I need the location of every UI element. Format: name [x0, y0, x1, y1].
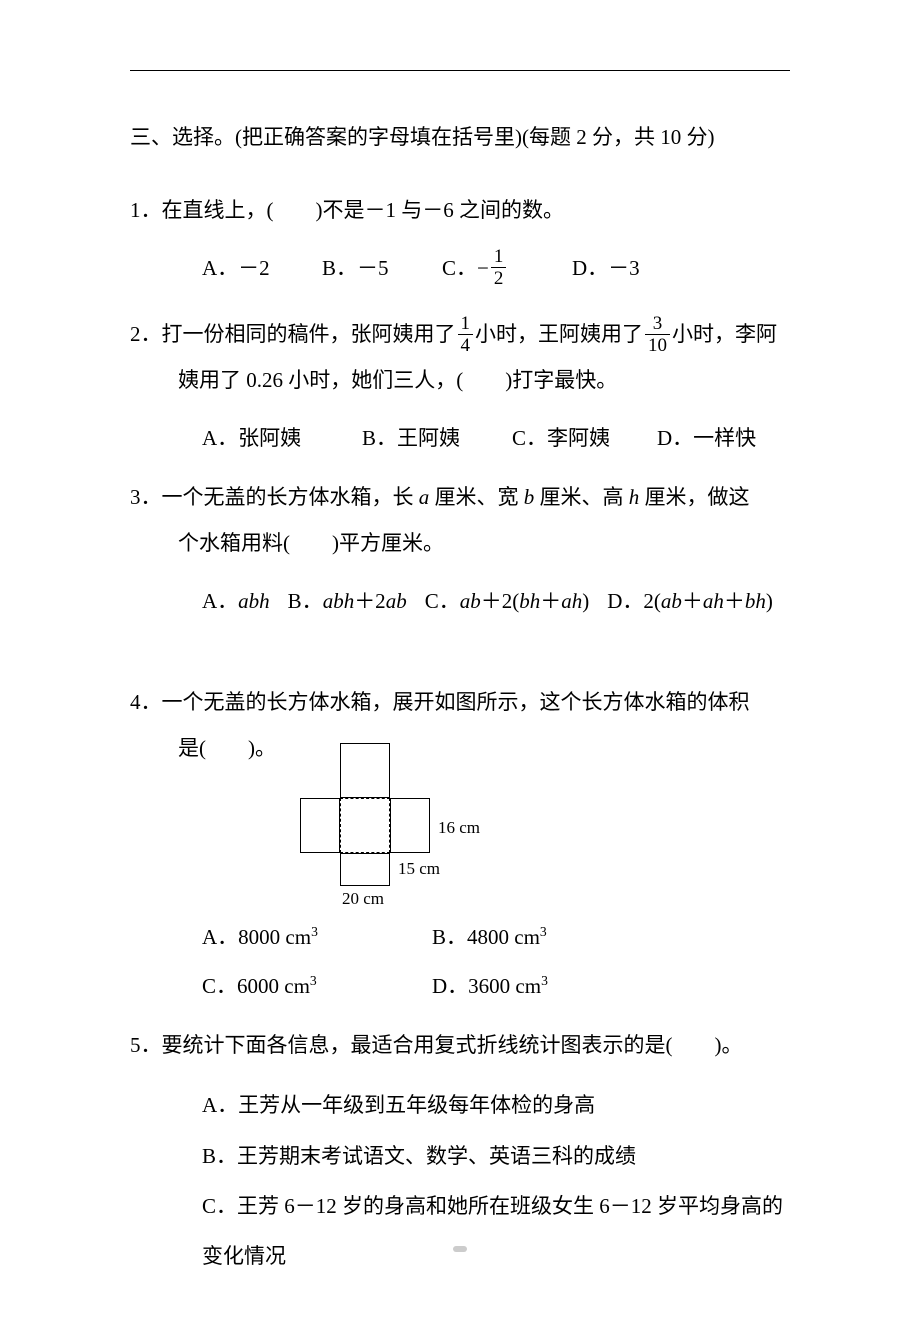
- q2-f1: 14: [458, 314, 474, 355]
- q3-c-e1: ab: [460, 589, 481, 613]
- question-3: 3．一个无盖的长方体水箱，长 a 厘米、宽 b 厘米、高 h 厘米，做这 个水箱…: [130, 474, 790, 566]
- q4-b-s: 3: [540, 924, 547, 939]
- q3-cont: 个水箱用料( )平方厘米。: [130, 520, 790, 566]
- q3-c-p: ＋2(: [481, 589, 520, 613]
- q4-a-s: 3: [311, 924, 318, 939]
- q3-sa: 3．一个无盖的长方体水箱，长: [130, 485, 419, 509]
- q3-a: a: [419, 485, 430, 509]
- q4-b-t: B．4800 cm: [432, 925, 540, 949]
- q3-b: b: [524, 485, 535, 509]
- q3-opt-d: D．2(ab＋ah＋bh): [607, 578, 773, 624]
- q4-opt-d: D．3600 cm3: [432, 962, 662, 1010]
- q1-opt-a: A．－2: [202, 245, 322, 291]
- q1-opt-c: C．−12: [442, 245, 572, 291]
- q3-options: A．abh B．abh＋2ab C．ab＋2(bh＋ah) D．2(ab＋ah＋…: [130, 578, 790, 624]
- q1-c-frac: 12: [491, 247, 507, 288]
- q1-c-neg: −: [477, 256, 489, 280]
- q2-opt-d: D．一样快: [657, 415, 756, 461]
- q4-a-t: A．8000 cm: [202, 925, 311, 949]
- q1-opt-d: D．－3: [572, 245, 640, 291]
- q3-d-e3: bh: [745, 589, 766, 613]
- q2-f2d: 10: [645, 335, 670, 355]
- q3-b-pre: B．: [288, 589, 323, 613]
- q3-d-p1: ＋: [682, 589, 703, 613]
- q2-a: 2．打一份相同的稿件，张阿姨用了: [130, 322, 456, 346]
- q3-b-e1: abh: [323, 589, 355, 613]
- q3-c-cl: ): [582, 589, 589, 613]
- q5-stem: 5．要统计下面各信息，最适合用复式折线统计图表示的是( )。: [130, 1022, 790, 1068]
- top-rule: [130, 70, 790, 71]
- q2-f2: 310: [645, 314, 670, 355]
- q3-b-p: ＋2: [354, 589, 386, 613]
- q4-opt-b: B．4800 cm3: [432, 913, 662, 961]
- q3-c-p2: ＋: [540, 589, 561, 613]
- q3-a-e: abh: [238, 589, 270, 613]
- q4-opt-a: A．8000 cm3: [202, 913, 432, 961]
- q3-opt-a: A．abh: [202, 578, 270, 624]
- question-5: 5．要统计下面各信息，最适合用复式折线统计图表示的是( )。: [130, 1022, 790, 1068]
- q3-h: h: [629, 485, 640, 509]
- question-1: 1．在直线上，( )不是－1 与－6 之间的数。: [130, 187, 790, 233]
- q3-c-pre: C．: [425, 589, 460, 613]
- q2-opt-b: B．王阿姨: [362, 415, 512, 461]
- q5-opt-c2: 变化情况: [202, 1231, 790, 1281]
- q3-d-pre: D．2(: [607, 589, 661, 613]
- q3-d-e1: ab: [661, 589, 682, 613]
- q4-opt-c: C．6000 cm3: [202, 962, 432, 1010]
- q3-sb: 厘米、宽: [429, 485, 524, 509]
- q1-options: A．－2 B．－5 C．−12 D．－3: [130, 245, 790, 291]
- q3-d-cl: ): [766, 589, 773, 613]
- q4-diagram: 16 cm 15 cm 20 cm: [260, 743, 520, 903]
- label-16cm: 16 cm: [438, 818, 480, 838]
- q5-opt-a: A．王芳从一年级到五年级每年体检的身高: [202, 1080, 790, 1130]
- q1-c-num: 1: [491, 247, 507, 268]
- q1-opt-b: B．－5: [322, 245, 442, 291]
- q4-options: A．8000 cm3 B．4800 cm3 C．6000 cm3 D．3600 …: [130, 913, 790, 1010]
- footer-indicator: [453, 1246, 467, 1252]
- q3-c-e3: ah: [561, 589, 582, 613]
- q2-opt-a: A．张阿姨: [202, 415, 362, 461]
- q3-sd: 厘米，做这: [639, 485, 749, 509]
- diagram-box-center: [340, 798, 390, 853]
- q3-a-pre: A．: [202, 589, 238, 613]
- q2-f2n: 3: [645, 314, 670, 335]
- q2-options: A．张阿姨 B．王阿姨 C．李阿姨 D．一样快: [130, 415, 790, 461]
- q2-cont: 姨用了 0.26 小时，她们三人，( )打字最快。: [130, 357, 790, 403]
- q4-d-s: 3: [541, 973, 548, 988]
- q3-d-e2: ah: [703, 589, 724, 613]
- q1-c-pre: C．: [442, 256, 477, 280]
- q3-opt-b: B．abh＋2ab: [288, 578, 407, 624]
- q3-stem: 3．一个无盖的长方体水箱，长 a 厘米、宽 b 厘米、高 h 厘米，做这: [130, 474, 790, 520]
- q3-b-e2: ab: [386, 589, 407, 613]
- q1-stem: 1．在直线上，( )不是－1 与－6 之间的数。: [130, 187, 790, 233]
- q2-opt-c: C．李阿姨: [512, 415, 657, 461]
- question-2: 2．打一份相同的稿件，张阿姨用了14小时，王阿姨用了310小时，李阿 姨用了 0…: [130, 311, 790, 403]
- q2-f1d: 4: [458, 335, 474, 355]
- section-title: 三、选择。(把正确答案的字母填在括号里)(每题 2 分，共 10 分): [130, 121, 790, 155]
- q3-c-e2: bh: [519, 589, 540, 613]
- label-20cm: 20 cm: [342, 889, 384, 909]
- q3-opt-c: C．ab＋2(bh＋ah): [425, 578, 590, 624]
- q4-stem: 4．一个无盖的长方体水箱，展开如图所示，这个长方体水箱的体积: [130, 679, 790, 725]
- q4-c-s: 3: [310, 973, 317, 988]
- diagram-box-right: [390, 798, 430, 853]
- q1-c-den: 2: [491, 268, 507, 288]
- q4-c-t: C．6000 cm: [202, 974, 310, 998]
- diagram-box-bottom: [340, 853, 390, 886]
- label-15cm: 15 cm: [398, 859, 440, 879]
- q2-c: 小时，李阿: [672, 322, 777, 346]
- q2-b: 小时，王阿姨用了: [475, 322, 643, 346]
- diagram-box-top: [340, 743, 390, 798]
- q3-d-p2: ＋: [724, 589, 745, 613]
- q5-opt-b: B．王芳期末考试语文、数学、英语三科的成绩: [202, 1131, 790, 1181]
- q2-f1n: 1: [458, 314, 474, 335]
- q2-stem: 2．打一份相同的稿件，张阿姨用了14小时，王阿姨用了310小时，李阿: [130, 311, 790, 357]
- diagram-box-left: [300, 798, 340, 853]
- q3-sc: 厘米、高: [534, 485, 629, 509]
- q5-opt-c: C．王芳 6－12 岁的身高和她所在班级女生 6－12 岁平均身高的: [202, 1181, 790, 1231]
- q4-d-t: D．3600 cm: [432, 974, 541, 998]
